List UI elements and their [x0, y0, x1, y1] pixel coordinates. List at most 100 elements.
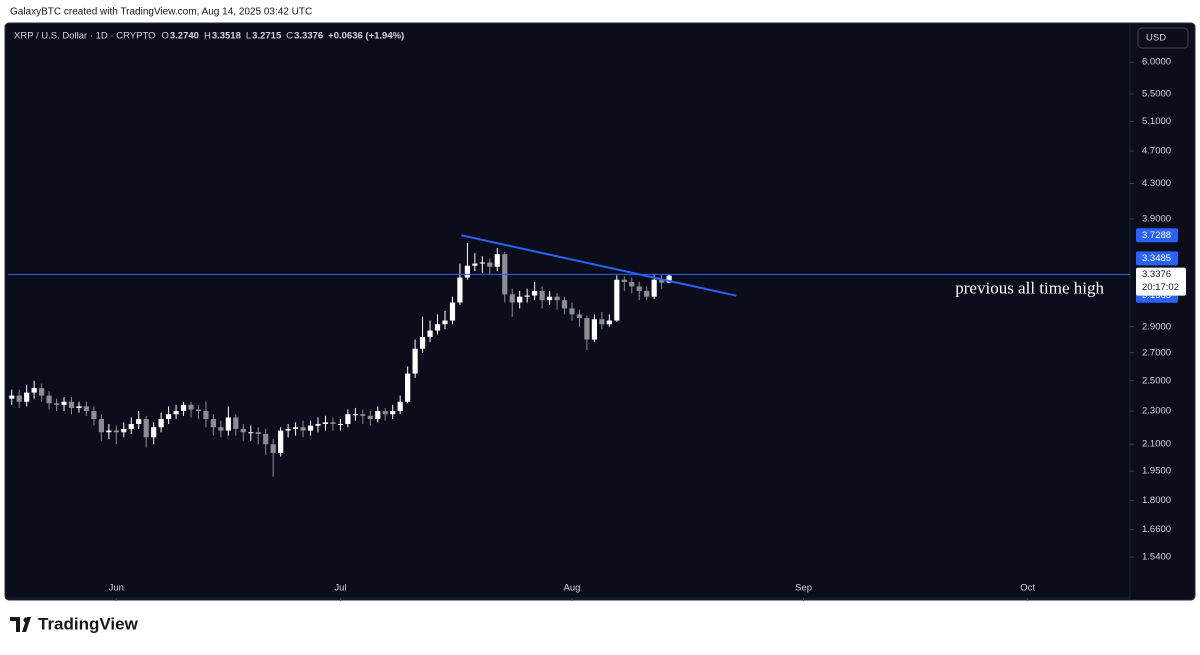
candle-body: [419, 336, 426, 349]
candle-body: [606, 320, 612, 325]
candle-body: [546, 296, 553, 301]
candle-body: [285, 428, 291, 431]
candle-body: [210, 419, 217, 428]
candle-body: [487, 262, 493, 267]
candle-body: [367, 415, 373, 420]
y-tick-label: 5.5000: [1142, 88, 1171, 99]
candle-body: [270, 444, 276, 453]
candle-body: [315, 423, 321, 426]
candle-body: [307, 425, 314, 431]
candle-body: [405, 373, 411, 402]
candle-body: [46, 395, 52, 404]
candle-body: [621, 279, 627, 282]
candle-body: [166, 414, 172, 420]
price-tag-label: 3.7288: [1142, 230, 1171, 241]
candle-body: [561, 300, 568, 309]
candle-body: [128, 423, 134, 429]
candle-body: [113, 430, 119, 433]
candle-body: [76, 406, 82, 408]
ohlc-value: 3.2740: [170, 31, 199, 42]
change: +0.0636 (+1.94%): [328, 31, 404, 42]
x-tick-label: Sep: [795, 583, 812, 594]
candle-body: [218, 427, 224, 431]
plot-area: [9, 243, 672, 477]
brand: TradingView: [38, 614, 139, 633]
candle-body: [532, 290, 538, 296]
y-tick-label: 2.7000: [1142, 347, 1171, 358]
y-tick-label: 2.9000: [1142, 321, 1171, 332]
candle-body: [434, 324, 441, 331]
candle-body: [337, 423, 344, 425]
candle-body: [121, 428, 127, 433]
candle-body: [53, 403, 60, 405]
candle-body: [203, 411, 209, 420]
currency-button[interactable]: [1137, 27, 1189, 49]
candle-body: [151, 427, 157, 438]
candle-body: [644, 290, 650, 297]
y-tick-label: 2.3000: [1142, 406, 1171, 417]
price-tag-label: 3.3485: [1142, 253, 1171, 264]
x-tick-label: Jun: [109, 583, 124, 594]
candle-body: [9, 395, 15, 399]
candle-body: [158, 419, 164, 428]
candle-body: [464, 265, 471, 278]
candle-body: [397, 401, 403, 412]
candle-body: [255, 432, 261, 434]
candle-body: [584, 318, 590, 340]
y-tick-label: 2.5000: [1142, 375, 1171, 386]
candle-body: [248, 432, 254, 434]
candle-body: [24, 392, 30, 402]
candle-body: [39, 388, 45, 396]
candle-body: [173, 411, 179, 415]
y-tick-label: 4.7000: [1142, 146, 1171, 157]
candle-body: [61, 401, 67, 405]
countdown: 20:17:02: [1142, 282, 1179, 293]
candle-body: [188, 404, 194, 410]
candle-body: [322, 422, 329, 424]
y-tick-label: 1.8000: [1142, 495, 1171, 506]
candle-body: [278, 430, 284, 453]
candle-body: [599, 319, 605, 325]
ohlc-value: 3.3376: [294, 31, 323, 42]
candle-body: [539, 290, 545, 301]
symbol-legend: XRP / U.S. Dollar · 1D · CRYPTO: [14, 31, 155, 42]
y-tick-label: 2.1000: [1142, 439, 1171, 450]
y-tick-label: 5.1000: [1142, 116, 1171, 127]
candle-body: [225, 417, 231, 431]
price-tag-label: 3.1583: [1142, 290, 1171, 301]
candle-body: [427, 330, 433, 337]
x-tick-label: Oct: [1020, 583, 1035, 594]
candle-body: [91, 411, 97, 420]
ohlc-value: 3.3518: [212, 31, 241, 42]
ohlc-key: C: [286, 31, 293, 42]
candle-body: [360, 414, 366, 416]
y-tick-label: 1.6600: [1142, 524, 1171, 535]
candle-body: [106, 430, 112, 433]
symbol: XRP / U.S. Dollar · 1D · CRYPTO: [14, 31, 155, 42]
y-tick-label: 4.3000: [1142, 178, 1171, 189]
candle-body: [292, 427, 299, 429]
candle-body: [509, 294, 515, 303]
candle-body: [83, 406, 90, 412]
candle-body: [345, 414, 351, 424]
candle-body: [479, 262, 485, 264]
y-tick-label: 6.0000: [1142, 57, 1171, 68]
candle-body: [382, 411, 388, 415]
candle-body: [352, 414, 358, 416]
candle-body: [31, 388, 37, 393]
candle-body: [143, 419, 149, 438]
y-tick-label: 1.5400: [1142, 552, 1171, 563]
price-tag: [1136, 251, 1178, 266]
candle-body: [180, 404, 187, 412]
candle-body: [390, 411, 396, 415]
candle-body: [195, 409, 202, 412]
candle-body: [16, 395, 22, 402]
candle-body: [263, 433, 269, 445]
candle-body: [68, 401, 75, 408]
ohlc-key: H: [204, 31, 211, 42]
y-tick-label: 1.9500: [1142, 466, 1171, 477]
candle-body: [330, 422, 336, 424]
candle-body: [457, 277, 463, 303]
candle-body: [412, 348, 418, 374]
